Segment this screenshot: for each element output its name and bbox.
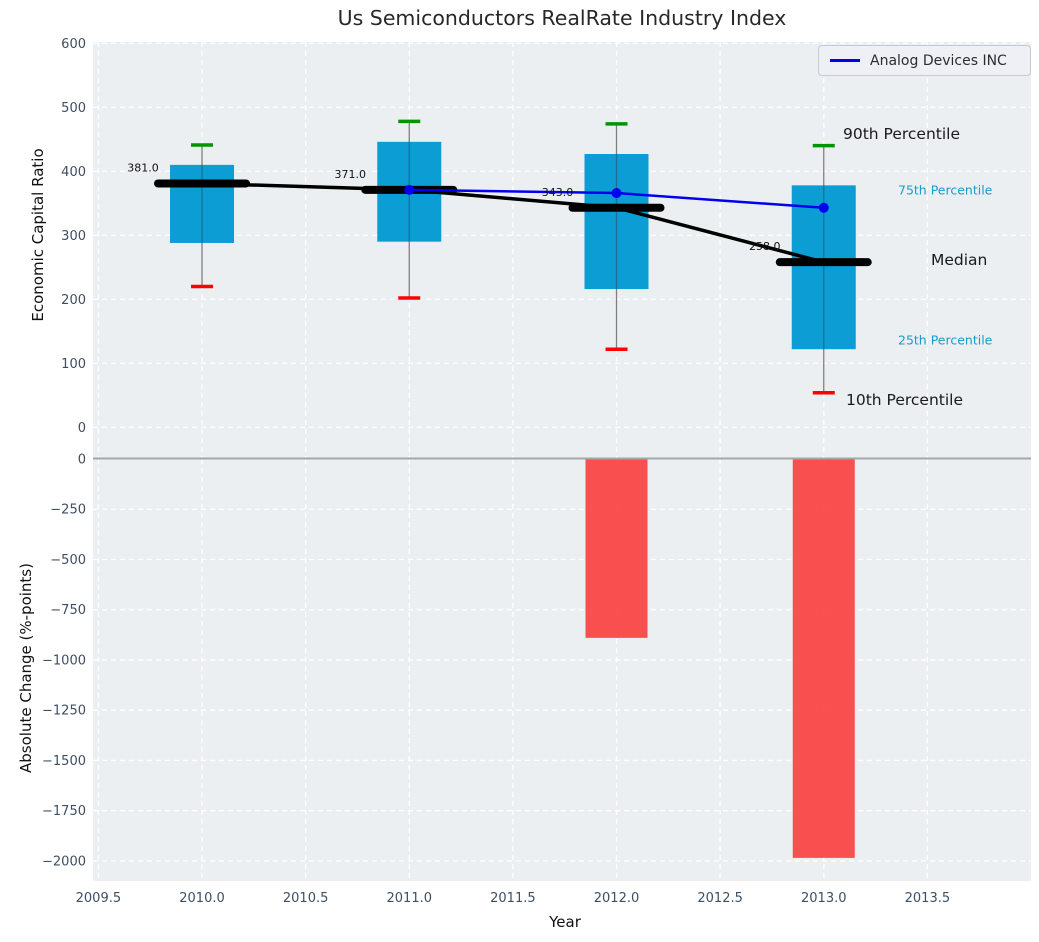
- median-value-label-2010: 381.0: [127, 161, 159, 174]
- x-tick-label: 2013.5: [905, 891, 951, 906]
- chart-title: Us Semiconductors RealRate Industry Inde…: [337, 6, 787, 30]
- x-tick-label: 2011.5: [490, 891, 536, 906]
- top-plot-background: [93, 42, 1031, 458]
- top-y-axis-label: Economic Capital Ratio: [29, 148, 47, 322]
- top-y-tick-label: 600: [61, 37, 86, 52]
- bottom-y-tick-label: −2000: [42, 854, 86, 869]
- median-value-label-2013: 258.0: [749, 240, 781, 253]
- median-trend-line: [200, 181, 826, 264]
- annotation-10th-percentile: 10th Percentile: [846, 391, 964, 409]
- median-value-label-2012: 343.0: [542, 186, 574, 199]
- top-y-tick-label: 100: [61, 357, 86, 372]
- annotation-25th-percentile: 25th Percentile: [898, 332, 993, 348]
- annotation-median: Median: [931, 251, 988, 269]
- top-y-tick-label: 400: [61, 165, 86, 180]
- top-y-tick-label: 300: [61, 229, 86, 244]
- bottom-y-tick-label: −1500: [42, 754, 86, 769]
- x-tick-label: 2010.0: [179, 891, 225, 906]
- overlay-marker-2011: [404, 184, 415, 195]
- legend-line-icon: [830, 59, 860, 62]
- bottom-y-tick-label: −1250: [42, 704, 86, 719]
- legend-label: Analog Devices INC: [870, 52, 1007, 69]
- bottom-y-tick-label: −1000: [42, 653, 86, 668]
- x-tick-label: 2012.5: [697, 891, 743, 906]
- x-tick-label: 2012.0: [594, 891, 640, 906]
- top-y-tick-label: 500: [61, 101, 86, 116]
- overlay-marker-2013: [818, 202, 829, 213]
- x-tick-label: 2011.0: [387, 891, 433, 906]
- bottom-y-axis-label: Absolute Change (%-points): [17, 563, 35, 773]
- bottom-y-tick-label: 0: [78, 453, 86, 468]
- overlay-marker-2012: [611, 188, 622, 199]
- x-tick-label: 2009.5: [76, 891, 122, 906]
- bottom-y-tick-label: −250: [50, 503, 86, 518]
- bottom-y-tick-label: −1750: [42, 804, 86, 819]
- annotation-75th-percentile: 75th Percentile: [898, 182, 993, 198]
- bottom-plot-background: [93, 459, 1031, 881]
- change-bar-2012: [585, 459, 648, 638]
- x-tick-label: 2010.5: [283, 891, 329, 906]
- annotation-90th-percentile: 90th Percentile: [843, 125, 961, 143]
- x-axis-label: Year: [549, 913, 581, 931]
- median-value-label-2011: 371.0: [335, 168, 367, 181]
- x-tick-label: 2013.0: [801, 891, 847, 906]
- legend: Analog Devices INC: [818, 45, 1031, 76]
- bottom-y-tick-label: −500: [50, 553, 86, 568]
- top-y-tick-label: 200: [61, 293, 86, 308]
- change-bar-2013: [792, 459, 855, 858]
- top-y-tick-label: 0: [78, 421, 86, 436]
- bottom-y-tick-label: −750: [50, 603, 86, 618]
